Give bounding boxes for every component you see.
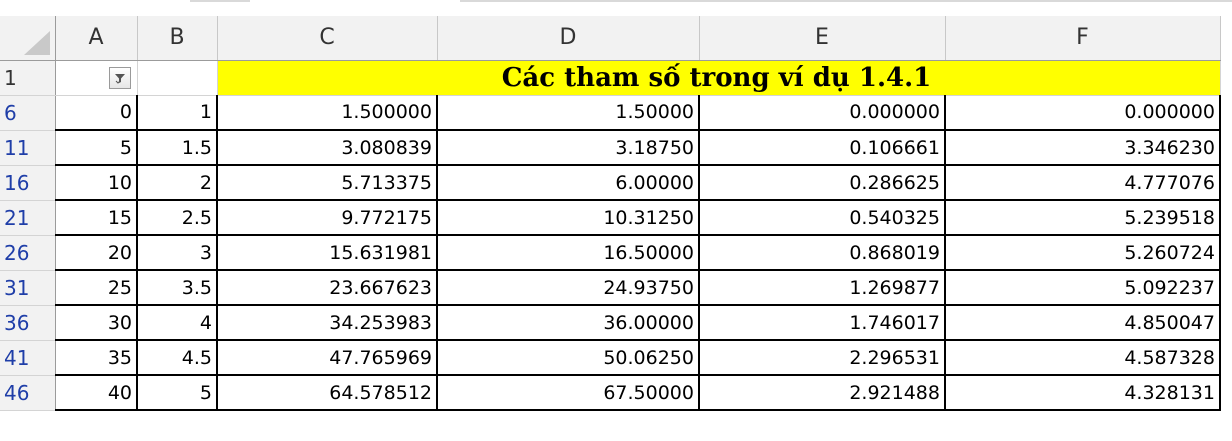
row-header[interactable]: 31 [0, 270, 56, 306]
cell-b[interactable]: 3 [137, 235, 218, 271]
cell-c[interactable]: 47.765969 [217, 340, 438, 376]
cell-b[interactable]: 2.5 [137, 200, 218, 236]
tab-edge [190, 0, 250, 2]
cell-e[interactable]: 0.286625 [699, 165, 946, 201]
cell-f[interactable]: 5.260724 [945, 235, 1221, 271]
row-header-1[interactable]: 1 [0, 60, 56, 96]
cell-b[interactable]: 1.5 [137, 130, 218, 166]
data-row: 11 5 1.5 3.080839 3.18750 0.106661 3.346230 [0, 130, 1221, 166]
cell-e[interactable]: 2.921488 [699, 375, 946, 411]
data-row: 31 25 3.5 23.667623 24.93750 1.269877 5.092237 [0, 270, 1221, 306]
cell-c[interactable]: 1.500000 [217, 95, 438, 131]
data-row: 46 40 5 64.578512 67.50000 2.921488 4.328131 [0, 375, 1221, 411]
cell-a1[interactable] [54, 59, 138, 96]
cell-b[interactable]: 3.5 [137, 270, 218, 306]
cell-a[interactable]: 20 [55, 235, 138, 271]
cell-c[interactable]: 34.253983 [217, 305, 438, 341]
cell-b1[interactable] [136, 59, 218, 96]
cell-c[interactable]: 3.080839 [217, 130, 438, 166]
cell-a[interactable]: 10 [55, 165, 138, 201]
cell-f[interactable]: 4.777076 [945, 165, 1221, 201]
cell-b[interactable]: 2 [137, 165, 218, 201]
cell-f[interactable]: 5.239518 [945, 200, 1221, 236]
cell-c[interactable]: 9.772175 [217, 200, 438, 236]
cell-d[interactable]: 67.50000 [437, 375, 700, 411]
cell-e[interactable]: 0.868019 [699, 235, 946, 271]
tab-edge [460, 0, 1232, 2]
select-all-triangle-icon [23, 30, 50, 55]
cell-a[interactable]: 5 [55, 130, 138, 166]
data-row: 21 15 2.5 9.772175 10.31250 0.540325 5.239518 [0, 200, 1221, 236]
filter-dropdown-button[interactable] [108, 66, 131, 89]
cell-b[interactable]: 1 [137, 95, 218, 131]
cell-c[interactable]: 64.578512 [217, 375, 438, 411]
cell-d[interactable]: 3.18750 [437, 130, 700, 166]
cell-e[interactable]: 0.106661 [699, 130, 946, 166]
data-row: 16 10 2 5.713375 6.00000 0.286625 4.777076 [0, 165, 1221, 201]
cell-c[interactable]: 23.667623 [217, 270, 438, 306]
cell-f[interactable]: 4.328131 [945, 375, 1221, 411]
cell-a[interactable]: 35 [55, 340, 138, 376]
cell-b[interactable]: 4 [137, 305, 218, 341]
cell-f[interactable]: 4.587328 [945, 340, 1221, 376]
cell-f[interactable]: 4.850047 [945, 305, 1221, 341]
cell-a[interactable]: 15 [55, 200, 138, 236]
table-title-cell[interactable]: Các tham số trong ví dụ 1.4.1 [216, 59, 1221, 96]
filter-funnel-icon [114, 73, 125, 84]
title-row: 1 Các tham số trong ví dụ 1.4.1 [0, 59, 1221, 96]
cell-e[interactable]: 1.269877 [699, 270, 946, 306]
cell-e[interactable]: 1.746017 [699, 305, 946, 341]
cell-b[interactable]: 4.5 [137, 340, 218, 376]
row-header[interactable]: 16 [0, 165, 56, 201]
row-header[interactable]: 46 [0, 375, 56, 411]
column-header-row: A B C D E F [0, 16, 1221, 61]
cell-e[interactable]: 0.540325 [699, 200, 946, 236]
cell-d[interactable]: 50.06250 [437, 340, 700, 376]
cell-a[interactable]: 30 [55, 305, 138, 341]
sheet-tab-strip [0, 0, 1232, 16]
data-row: 36 30 4 34.253983 36.00000 1.746017 4.850047 [0, 305, 1221, 341]
cell-a[interactable]: 40 [55, 375, 138, 411]
data-row: 41 35 4.5 47.765969 50.06250 2.296531 4.587328 [0, 340, 1221, 376]
cell-d[interactable]: 24.93750 [437, 270, 700, 306]
cell-f[interactable]: 0.000000 [945, 95, 1221, 131]
cell-d[interactable]: 16.50000 [437, 235, 700, 271]
column-header-e[interactable]: E [699, 16, 946, 61]
row-header[interactable]: 6 [0, 95, 56, 131]
cell-f[interactable]: 3.346230 [945, 130, 1221, 166]
cell-f[interactable]: 5.092237 [945, 270, 1221, 306]
row-header[interactable]: 26 [0, 235, 56, 271]
row-header[interactable]: 41 [0, 340, 56, 376]
cell-d[interactable]: 10.31250 [437, 200, 700, 236]
cell-e[interactable]: 0.000000 [699, 95, 946, 131]
cell-d[interactable]: 1.50000 [437, 95, 700, 131]
cell-d[interactable]: 36.00000 [437, 305, 700, 341]
row-header[interactable]: 11 [0, 130, 56, 166]
column-header-c[interactable]: C [217, 16, 438, 61]
cell-d[interactable]: 6.00000 [437, 165, 700, 201]
select-all-corner[interactable] [0, 16, 56, 61]
cell-e[interactable]: 2.296531 [699, 340, 946, 376]
cell-b[interactable]: 5 [137, 375, 218, 411]
row-header[interactable]: 36 [0, 305, 56, 341]
column-header-d[interactable]: D [437, 16, 700, 61]
cell-c[interactable]: 15.631981 [217, 235, 438, 271]
spreadsheet-grid: A B C D E F 1 Các tham số trong ví dụ 1.… [0, 16, 1221, 411]
cell-c[interactable]: 5.713375 [217, 165, 438, 201]
data-row: 26 20 3 15.631981 16.50000 0.868019 5.260724 [0, 235, 1221, 271]
cell-a[interactable]: 0 [55, 95, 138, 131]
column-header-a[interactable]: A [55, 16, 138, 61]
column-header-f[interactable]: F [945, 16, 1221, 61]
cell-a[interactable]: 25 [55, 270, 138, 306]
data-row: 6 0 1 1.500000 1.50000 0.000000 0.000000 [0, 95, 1221, 131]
column-header-b[interactable]: B [137, 16, 218, 61]
row-header[interactable]: 21 [0, 200, 56, 236]
